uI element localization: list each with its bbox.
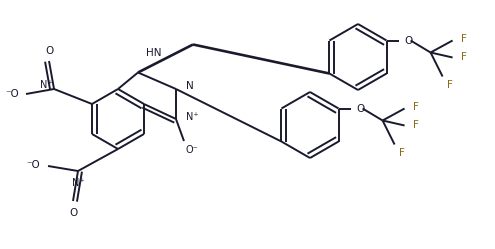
Text: ⁻O: ⁻O xyxy=(26,160,40,170)
Text: O: O xyxy=(356,104,365,114)
Text: F: F xyxy=(460,52,466,62)
Text: HN: HN xyxy=(146,48,161,58)
Text: N⁺: N⁺ xyxy=(72,178,84,188)
Text: O: O xyxy=(45,46,53,56)
Text: F: F xyxy=(412,120,418,129)
Text: ⁻O: ⁻O xyxy=(5,89,19,99)
Text: F: F xyxy=(398,147,404,158)
Text: O: O xyxy=(70,208,78,218)
Text: N⁺: N⁺ xyxy=(186,112,198,122)
Text: N: N xyxy=(186,81,194,91)
Text: O: O xyxy=(404,36,413,46)
Text: F: F xyxy=(412,102,418,112)
Text: O⁻: O⁻ xyxy=(186,145,198,155)
Text: F: F xyxy=(460,34,466,44)
Text: F: F xyxy=(446,79,452,89)
Text: N⁺: N⁺ xyxy=(40,80,52,90)
